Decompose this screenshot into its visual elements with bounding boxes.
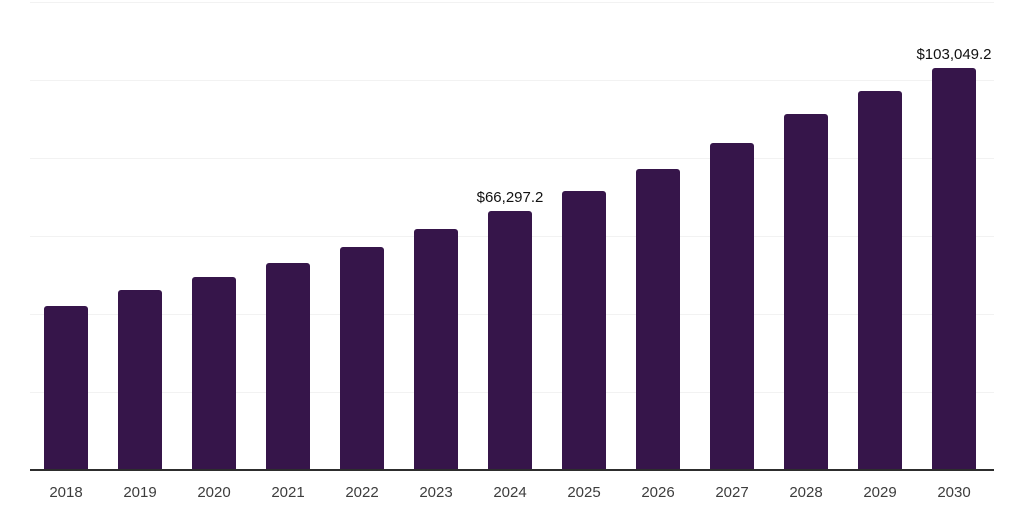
x-tick-label-2025: 2025 (567, 484, 601, 501)
bar-2028[interactable] (784, 113, 828, 470)
bar-2024[interactable] (488, 211, 532, 470)
gridline (30, 158, 994, 159)
x-tick-label-2030: 2030 (937, 484, 971, 501)
bar-value-label-2030: $103,049.2 (916, 46, 992, 64)
bar-2023[interactable] (414, 228, 458, 470)
x-tick-label-2021: 2021 (271, 484, 305, 501)
x-tick-label-2024: 2024 (493, 484, 527, 501)
x-tick-label-2026: 2026 (641, 484, 675, 501)
bar-2027[interactable] (710, 142, 754, 470)
x-tick-label-2020: 2020 (197, 484, 231, 501)
x-tick-label-2028: 2028 (789, 484, 823, 501)
x-tick-label-2019: 2019 (123, 484, 157, 501)
x-tick-label-2018: 2018 (49, 484, 83, 501)
bar-2018[interactable] (44, 305, 88, 470)
x-tick-label-2023: 2023 (419, 484, 453, 501)
x-tick-label-2027: 2027 (715, 484, 749, 501)
gridline (30, 80, 994, 81)
x-tick-label-2022: 2022 (345, 484, 379, 501)
bar-2019[interactable] (118, 289, 162, 470)
bar-2025[interactable] (562, 191, 606, 470)
bar-2022[interactable] (340, 246, 384, 470)
bar-2021[interactable] (266, 262, 310, 470)
bar-2026[interactable] (636, 169, 680, 470)
x-axis-line (30, 469, 994, 471)
bar-2029[interactable] (858, 90, 902, 470)
bar-2020[interactable] (192, 276, 236, 470)
x-tick-label-2029: 2029 (863, 484, 897, 501)
bar-value-label-2024: $66,297.2 (476, 189, 544, 207)
gridline (30, 2, 994, 3)
bar-2030[interactable] (932, 68, 976, 470)
